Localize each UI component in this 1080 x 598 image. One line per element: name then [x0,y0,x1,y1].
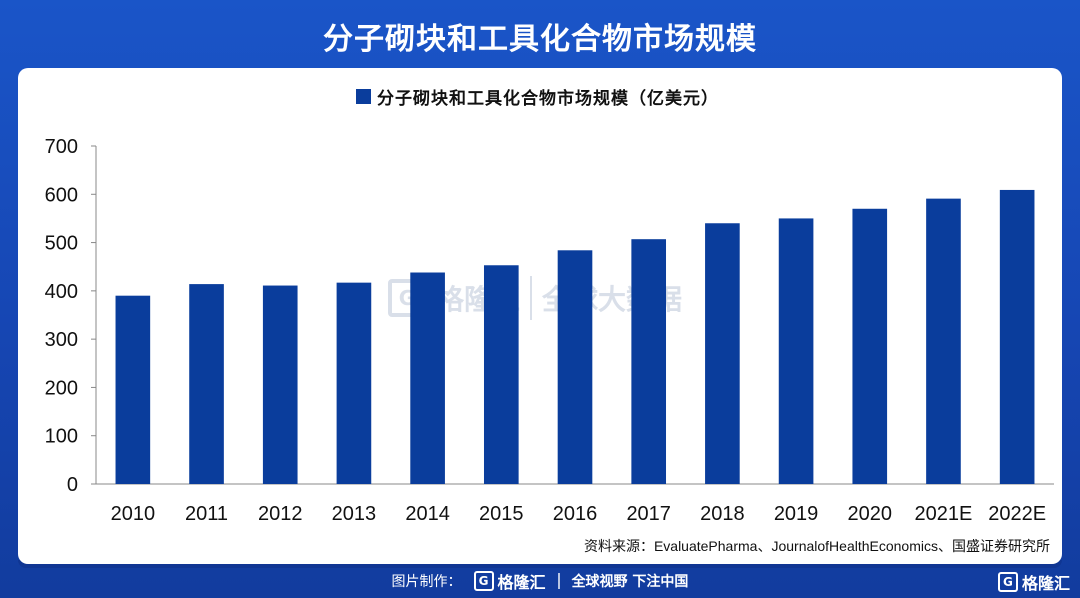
x-tick-label: 2021E [915,503,973,525]
x-tick-label: 2022E [988,503,1046,525]
brand-logo-icon: G [473,571,494,591]
bar-chart: 0 100 200 300 400 500 600 700 2010 2011 2012 2013 20… [45,136,1054,525]
y-tick-label: 200 [45,377,78,399]
x-tick-label: 2012 [258,503,303,525]
y-tick-label: 600 [45,184,78,206]
y-tick-label: 100 [45,426,78,448]
x-tick-label: 2019 [774,503,819,525]
bar [336,282,372,484]
bar [410,272,445,484]
bar [483,265,519,484]
bar [262,285,298,484]
bar [778,218,814,484]
y-tick-label: 400 [45,281,78,303]
footer-brand: G 格隆汇 [473,569,546,593]
corner-logo: G 格隆汇 [997,570,1070,594]
chart-legend: 分子砌块和工具化合物市场规模（亿美元） [356,84,719,109]
y-tick-label: 300 [45,329,78,351]
made-by-label: 图片制作： [391,574,462,590]
x-tick-label: 2016 [553,503,598,525]
bar [705,223,740,484]
x-tick-label: 2018 [700,503,745,525]
card-shadow [18,560,1062,568]
y-tick-label: 500 [45,233,78,255]
legend-swatch [356,88,371,104]
x-tick-label: 2014 [405,503,450,525]
y-tick-label: 0 [67,474,78,496]
bar [631,239,667,484]
footer-bar: 图片制作： G 格隆汇 全球视野 下注中国 [0,566,1080,596]
legend-label: 分子砌块和工具化合物市场规模（亿美元） [377,88,719,109]
bar [557,250,593,484]
bar [189,284,224,484]
bar [999,189,1035,484]
x-tick-label: 2015 [479,503,524,525]
footer-brand-name: 格隆汇 [497,573,546,592]
x-tick-label: 2017 [626,503,671,525]
footer-slogan: 全球视野 下注中国 [571,574,689,590]
x-tick-label: 2010 [111,503,156,525]
x-tick-label: 2013 [332,503,377,525]
bar [115,295,151,484]
source-note: 资料来源：EvaluatePharma、JournalofHealthEcono… [583,538,1050,554]
x-tick-label: 2020 [848,503,893,525]
footer-divider [557,573,560,589]
corner-brand: 格隆汇 [1021,574,1070,593]
bar [926,198,961,485]
x-tick-label: 2011 [185,503,228,525]
corner-logo-icon: G [997,572,1018,592]
watermark-divider [530,276,533,320]
y-tick-label: 700 [45,136,78,158]
chart-card: 分子砌块和工具化合物市场规模（亿美元） G 格隆汇 全球大数据 0 100 200 3… [18,68,1062,564]
bar [852,208,888,484]
page-title: 分子砌块和工具化合物市场规模 [323,22,757,57]
